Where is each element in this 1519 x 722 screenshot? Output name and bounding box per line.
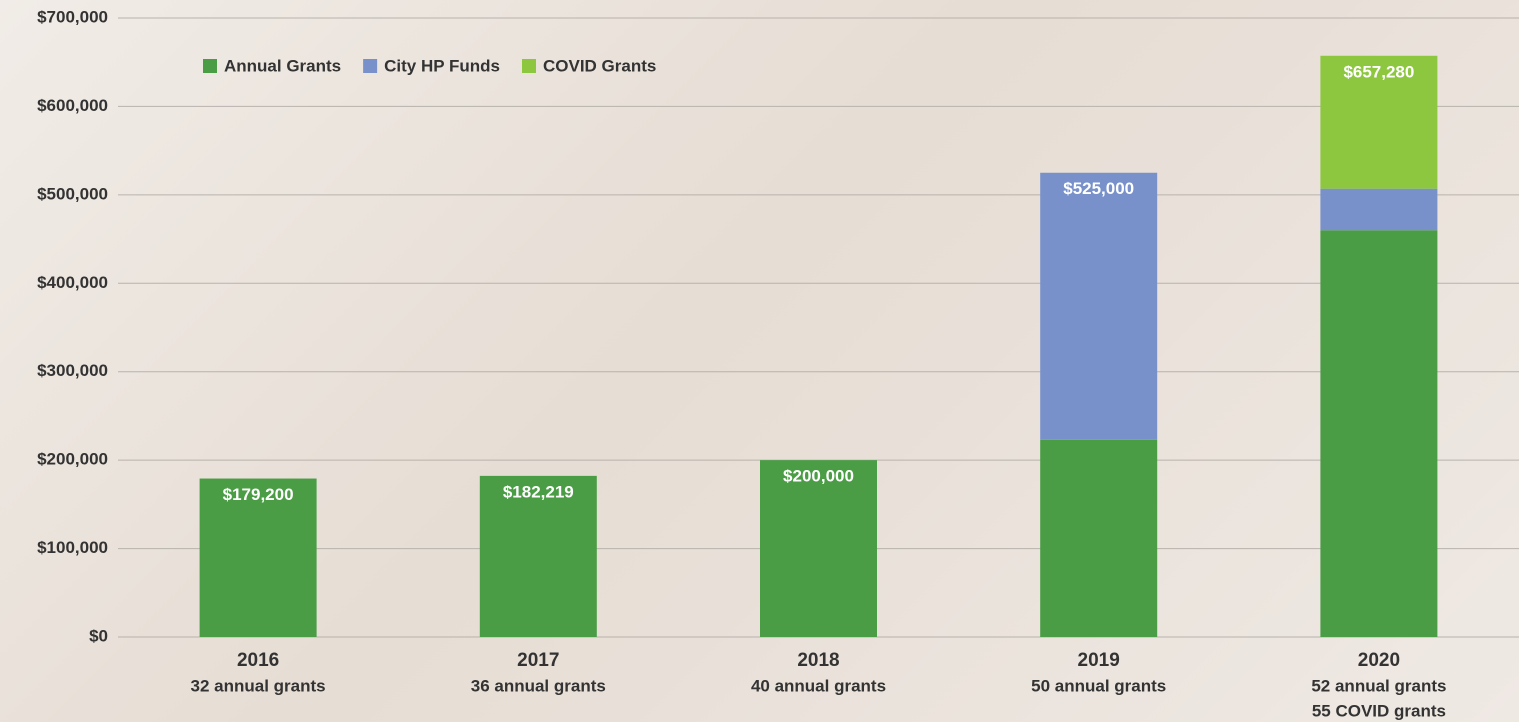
legend-swatch	[363, 59, 377, 73]
value-label: $657,280	[1343, 62, 1414, 81]
legend-label: COVID Grants	[543, 56, 656, 75]
y-tick-label: $500,000	[37, 184, 108, 203]
category-note: 36 annual grants	[471, 676, 606, 695]
y-tick-label: $300,000	[37, 361, 108, 380]
bar-segment	[1320, 230, 1437, 637]
value-label: $182,219	[503, 482, 574, 501]
bar-segment	[1320, 189, 1437, 231]
y-tick-label: $700,000	[37, 7, 108, 26]
legend-swatch	[522, 59, 536, 73]
x-tick-label: 2020	[1358, 650, 1400, 671]
legend-label: Annual Grants	[224, 56, 341, 75]
value-label: $200,000	[783, 467, 854, 486]
chart: $0 $100,000 $200,000 $300,000 $400,000 $500,0…	[0, 0, 1519, 722]
x-tick-label: 2019	[1078, 650, 1120, 671]
y-tick-label: $600,000	[37, 96, 108, 115]
bar-segment	[760, 460, 877, 637]
legend-swatch	[203, 59, 217, 73]
bar-segment	[1040, 440, 1157, 637]
category-note: 55 COVID grants	[1312, 701, 1446, 720]
y-tick-label: $200,000	[37, 450, 108, 469]
value-label: $179,200	[223, 485, 294, 504]
y-tick-label: $400,000	[37, 273, 108, 292]
category-note: 52 annual grants	[1311, 676, 1446, 695]
x-tick-label: 2017	[517, 650, 559, 671]
category-note: 40 annual grants	[751, 676, 886, 695]
x-tick-label: 2016	[237, 650, 279, 671]
category-note: 50 annual grants	[1031, 676, 1166, 695]
y-tick-label: $0	[89, 626, 108, 645]
y-tick-label: $100,000	[37, 538, 108, 557]
legend-label: City HP Funds	[384, 56, 500, 75]
value-label: $525,000	[1063, 179, 1134, 198]
category-note: 32 annual grants	[191, 676, 326, 695]
x-tick-label: 2018	[797, 650, 839, 671]
bar-segment	[1040, 173, 1157, 440]
